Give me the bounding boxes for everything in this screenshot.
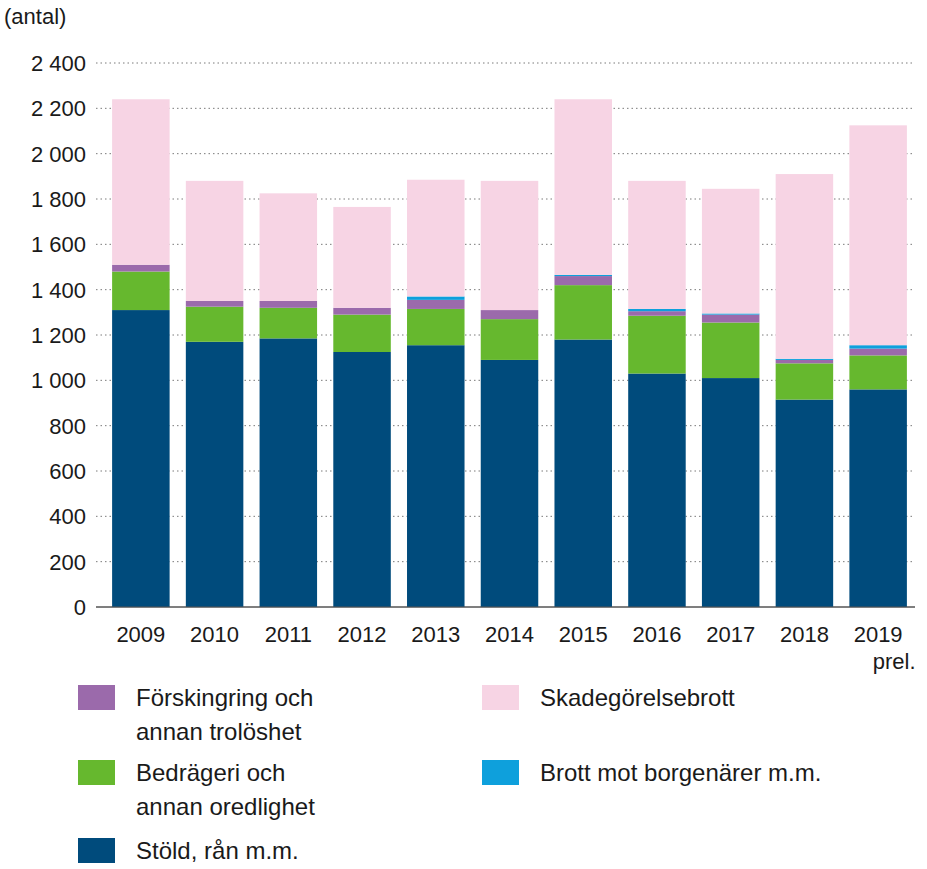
- bar-segment: [554, 340, 612, 607]
- grid-line: [96, 153, 915, 154]
- y-tick-label: 400: [49, 504, 86, 529]
- bar-segment: [849, 355, 907, 389]
- bar-segment: [702, 378, 760, 607]
- bar-segment: [702, 189, 760, 314]
- bar-segment: [333, 352, 391, 607]
- legend-swatch: [482, 685, 519, 710]
- bar-segment: [333, 207, 391, 308]
- bar-segment: [776, 359, 834, 360]
- bar-segment: [260, 308, 318, 339]
- bar-segment: [407, 309, 465, 345]
- y-tick-label: 1 000: [31, 368, 86, 393]
- x-tick-label: 2014: [485, 622, 534, 647]
- bar-segment: [628, 181, 686, 309]
- bar-segment: [260, 301, 318, 308]
- bar-segment: [849, 345, 907, 348]
- bar-segment: [333, 308, 391, 315]
- y-tick-label: 0: [74, 595, 86, 620]
- bar-segment: [112, 310, 170, 607]
- bar-segment: [554, 275, 612, 276]
- bar-segment: [554, 285, 612, 339]
- x-tick-label: 2009: [116, 622, 165, 647]
- bar-segment: [554, 99, 612, 275]
- legend-swatch: [78, 685, 115, 710]
- y-tick-label: 200: [49, 550, 86, 575]
- legend-label: Stöld, rån m.m.: [136, 837, 299, 864]
- bar-segment: [628, 309, 686, 311]
- bars: [112, 99, 907, 607]
- bar-segment: [849, 389, 907, 607]
- bar-segment: [776, 174, 834, 359]
- x-tick-label: 2018: [780, 622, 829, 647]
- legend-label: Förskingring ochannan trolöshet: [136, 684, 313, 745]
- legend-swatch: [482, 760, 519, 785]
- bar-segment: [186, 301, 244, 307]
- bar-segment: [628, 374, 686, 607]
- y-tick-label: 1 600: [31, 232, 86, 257]
- y-tick-label: 800: [49, 414, 86, 439]
- bar-segment: [481, 360, 539, 607]
- bar-segment: [702, 323, 760, 379]
- bar-segment: [776, 360, 834, 363]
- bar-segment: [112, 99, 170, 264]
- bar-segment: [186, 181, 244, 301]
- y-tick-label: 2 400: [31, 51, 86, 76]
- y-tick-label: 2 000: [31, 142, 86, 167]
- bar-segment: [186, 307, 244, 342]
- bar-segment: [481, 310, 539, 319]
- x-tick-label: 2011: [265, 622, 312, 647]
- bar-segment: [407, 300, 465, 309]
- bar-segment: [112, 272, 170, 311]
- x-tick-label: 2010: [190, 622, 239, 647]
- bar-segment: [702, 315, 760, 323]
- grid-line: [96, 607, 915, 608]
- bar-segment: [776, 363, 834, 399]
- bar-segment: [554, 276, 612, 285]
- bar-segment: [407, 296, 465, 299]
- grid-line: [96, 63, 915, 64]
- bar-segment: [628, 311, 686, 316]
- x-tick-label: 2016: [632, 622, 681, 647]
- x-tick-label: 2019prel.: [854, 622, 916, 674]
- x-tick-label: 2015: [559, 622, 608, 647]
- y-axis-label: (antal): [4, 4, 66, 29]
- chart: (antal) 0 200 400 600 800 1 000 1 200 1 400 1 600…: [0, 0, 927, 869]
- y-tick-label: 1 800: [31, 187, 86, 212]
- bar-segment: [849, 349, 907, 356]
- x-tick-label: 2013: [411, 622, 460, 647]
- y-tick-label: 2 200: [31, 96, 86, 121]
- bar-segment: [407, 180, 465, 297]
- bar-segment: [260, 338, 318, 607]
- bar-segment: [481, 319, 539, 360]
- bar-segment: [186, 342, 244, 607]
- bar-segment: [849, 125, 907, 345]
- x-axis-line: [96, 607, 915, 608]
- grid-line: [96, 108, 915, 109]
- bar-segment: [776, 400, 834, 607]
- x-tick-label: 2012: [338, 622, 387, 647]
- legend-label: Bedrägeri ochannan oredlighet: [136, 759, 315, 820]
- legend-swatch: [78, 838, 115, 863]
- bar-segment: [702, 313, 760, 314]
- legend: Stöld, rån m.m. Bedrägeri ochannan oredli…: [78, 684, 821, 864]
- bar-segment: [481, 181, 539, 310]
- bar-segment: [112, 265, 170, 272]
- y-tick-label: 600: [49, 459, 86, 484]
- x-tick-label: 2017: [706, 622, 755, 647]
- bar-segment: [260, 193, 318, 301]
- bar-segment: [333, 315, 391, 352]
- legend-swatch: [78, 760, 115, 785]
- y-tick-label: 1 400: [31, 278, 86, 303]
- bar-segment: [407, 345, 465, 607]
- bar-segment: [628, 316, 686, 374]
- y-tick-label: 1 200: [31, 323, 86, 348]
- legend-label: Brott mot borgenärer m.m.: [540, 759, 821, 786]
- legend-label: Skadegörelsebrott: [540, 684, 735, 711]
- grid: [96, 63, 915, 607]
